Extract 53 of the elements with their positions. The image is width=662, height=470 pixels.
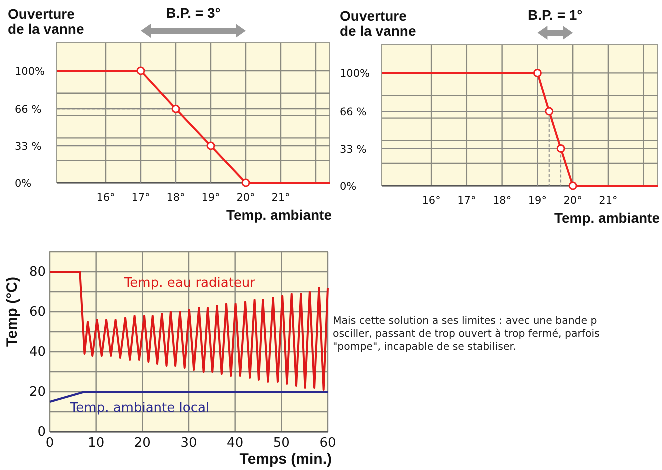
x-axis-title: Temps (min.) <box>240 451 332 468</box>
x-axis-title: Temp. ambiante <box>226 207 332 223</box>
point <box>533 68 542 78</box>
x-tick-label: 40 <box>227 436 244 451</box>
series-label: Temp. eau radiateur <box>123 276 256 291</box>
x-tick-label: 21° <box>272 192 290 204</box>
line-series <box>49 271 329 391</box>
text: Mais cette solution a ses limites : avec une bande p <box>333 316 598 327</box>
y-tick-label: 0 <box>38 425 46 440</box>
x-tick-label: 17° <box>132 192 150 204</box>
y-tick-label: 100% <box>340 68 370 80</box>
y-axis-title: Ouverture de la vanne <box>340 8 416 39</box>
x-tick-label: 50 <box>273 436 290 451</box>
x-axis-title: Temp. ambiante <box>554 210 660 226</box>
point <box>545 107 554 116</box>
x-tick-label: 19° <box>528 195 548 207</box>
x-tick-label: 16° <box>96 192 116 204</box>
x-tick-label: 17° <box>458 195 476 207</box>
x-tick-label: 60 <box>320 436 336 451</box>
y-tick-label: 60 <box>29 305 46 320</box>
x-tick-label: 19° <box>202 192 220 204</box>
y-tick-label: 100% <box>15 66 46 78</box>
point <box>556 144 566 154</box>
point <box>242 178 250 188</box>
text: osciller, passant de trop ouvert à trop fermé, parfois <box>333 328 600 340</box>
text: B.P. = 3° <box>166 5 221 21</box>
text: B.P. = 1° <box>528 7 583 23</box>
y-tick-label: 40 <box>29 345 46 360</box>
x-tick-label: 16° <box>422 195 441 207</box>
y-tick-label: 0% <box>340 181 357 193</box>
y-tick-label: 0% <box>15 178 32 190</box>
y-tick-label: 33 % <box>15 141 42 154</box>
x-tick-label: 18° <box>492 195 512 207</box>
point <box>172 104 180 114</box>
x-tick-label: 30 <box>180 436 198 451</box>
point <box>136 66 146 76</box>
y-tick-label: 66 % <box>15 104 42 116</box>
x-tick-label: 21° <box>599 195 618 207</box>
y-tick-label: 66 % <box>340 106 367 119</box>
y-tick-label: 20 <box>29 385 46 400</box>
x-tick-label: 10 <box>88 436 105 451</box>
series-label: Temp. ambiante local <box>69 401 210 416</box>
y-axis-title: Ouverture de la vanne <box>8 6 84 37</box>
x-tick-label: 20 <box>134 436 151 451</box>
text: "pompe", incapable de se stabiliser. <box>333 342 516 353</box>
y-axis-title: Temp (°C) <box>4 277 21 347</box>
x-tick-label: 18° <box>166 192 186 204</box>
x-tick-label: 20° <box>236 192 256 204</box>
x-tick-label: 20° <box>564 195 582 207</box>
point <box>206 142 216 150</box>
y-tick-label: 80 <box>29 265 46 280</box>
y-tick-label: 33 % <box>340 144 367 156</box>
point <box>568 182 578 190</box>
